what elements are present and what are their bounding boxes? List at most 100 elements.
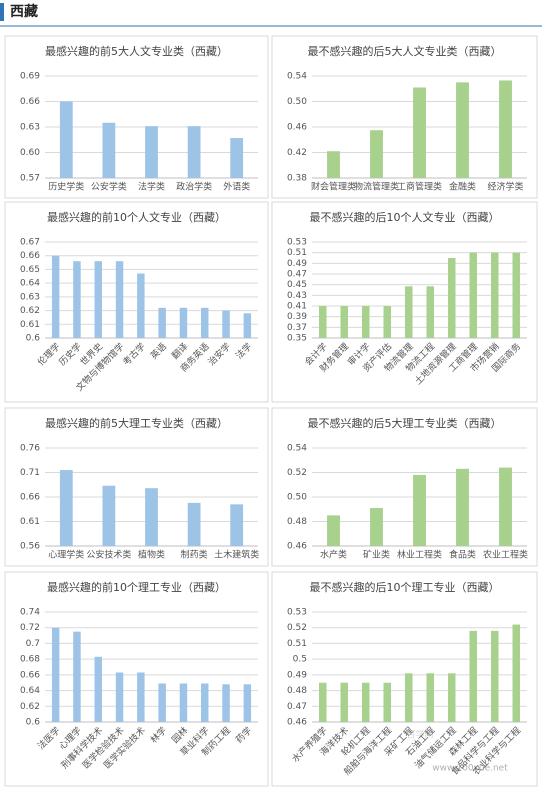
x-tick-label: 工商管理类 bbox=[397, 181, 442, 193]
bar bbox=[51, 255, 60, 338]
x-tick-label: 外语类 bbox=[223, 181, 250, 193]
y-tick-label: 0.49 bbox=[287, 670, 307, 680]
bar bbox=[469, 252, 478, 338]
chart-title: 最感兴趣的前10个人文专业（西藏） bbox=[47, 210, 226, 224]
bar bbox=[158, 683, 166, 722]
x-tick-label: 法学类 bbox=[138, 181, 165, 193]
y-tick-label: 0.54 bbox=[287, 72, 307, 82]
chart-title: 最不感兴趣的后5大人文专业类（西藏） bbox=[308, 44, 502, 58]
bar bbox=[187, 126, 201, 178]
y-tick-label: 0.72 bbox=[20, 623, 40, 633]
y-tick-label: 0.66 bbox=[20, 670, 40, 680]
chart-title: 最感兴趣的前5大理工专业类（西藏） bbox=[45, 416, 228, 430]
y-tick-label: 0.6 bbox=[26, 334, 41, 344]
x-tick-label: 历史学类 bbox=[48, 181, 84, 193]
y-tick-label: 0.66 bbox=[20, 251, 40, 261]
bar bbox=[243, 313, 252, 338]
bar bbox=[340, 306, 349, 338]
y-tick-label: 0.46 bbox=[287, 718, 307, 728]
y-tick-label: 0.69 bbox=[20, 72, 40, 82]
chart-panel bbox=[4, 201, 269, 403]
bar bbox=[426, 286, 435, 338]
bar bbox=[145, 126, 158, 178]
watermark-url: www.100xue.net bbox=[432, 764, 508, 774]
chart-title: 最感兴趣的前10个理工专业（西藏） bbox=[47, 580, 226, 594]
bar bbox=[370, 508, 383, 546]
bar bbox=[370, 130, 383, 178]
y-tick-label: 0.38 bbox=[287, 174, 307, 184]
bar bbox=[230, 504, 244, 546]
x-tick-label: 水产类 bbox=[320, 549, 347, 561]
y-tick-label: 0.57 bbox=[20, 174, 40, 184]
y-tick-label: 0.50 bbox=[287, 493, 307, 503]
y-tick-label: 0.65 bbox=[20, 265, 40, 275]
chart-title: 最不感兴趣的后5大理工专业类（西藏） bbox=[308, 416, 502, 430]
bar bbox=[201, 683, 209, 722]
bar bbox=[499, 467, 512, 546]
x-tick-label: 心理学类 bbox=[48, 549, 84, 561]
y-tick-label: 0.49 bbox=[287, 259, 307, 269]
y-tick-label: 0.48 bbox=[287, 686, 307, 696]
bar bbox=[102, 122, 116, 178]
chart-panel bbox=[271, 35, 538, 199]
bar bbox=[361, 306, 370, 338]
bar bbox=[318, 306, 327, 338]
bar bbox=[137, 273, 145, 338]
y-tick-label: 0.51 bbox=[287, 248, 307, 258]
y-tick-label: 0.60 bbox=[20, 148, 40, 158]
y-tick-label: 0.71 bbox=[20, 468, 40, 478]
y-tick-label: 0.45 bbox=[287, 280, 307, 290]
y-tick-label: 0.51 bbox=[287, 639, 307, 649]
y-tick-label: 0.52 bbox=[287, 623, 307, 633]
y-tick-label: 0.76 bbox=[20, 444, 40, 454]
y-tick-label: 0.41 bbox=[287, 302, 307, 312]
bar bbox=[115, 672, 124, 722]
y-tick-label: 0.43 bbox=[287, 291, 307, 301]
bar bbox=[426, 673, 435, 722]
y-tick-label: 0.63 bbox=[20, 123, 40, 133]
chart-panel bbox=[4, 571, 269, 787]
chart-panel bbox=[271, 571, 538, 787]
bar bbox=[447, 258, 456, 338]
y-tick-label: 0.47 bbox=[287, 270, 307, 280]
y-tick-label: 0.53 bbox=[287, 608, 307, 618]
y-tick-label: 0.48 bbox=[287, 517, 307, 527]
chart-title: 最不感兴趣的后10个理工专业（西藏） bbox=[310, 580, 500, 594]
bar bbox=[413, 87, 426, 178]
bar bbox=[201, 307, 209, 338]
x-tick-label: 农业工程类 bbox=[483, 549, 528, 561]
watermark-brand: 百学网 bbox=[406, 729, 433, 741]
x-tick-label: 金融类 bbox=[449, 181, 476, 193]
bar bbox=[179, 683, 188, 722]
bar bbox=[73, 261, 81, 338]
bar bbox=[490, 252, 499, 338]
x-tick-label: 植物类 bbox=[138, 549, 165, 561]
x-tick-label: 公安技术类 bbox=[86, 549, 131, 561]
bar bbox=[404, 673, 413, 722]
y-tick-label: 0.39 bbox=[287, 312, 307, 322]
bar bbox=[383, 682, 392, 722]
bar bbox=[327, 515, 340, 546]
chart-panel bbox=[4, 407, 269, 567]
x-tick-label: 财会管理类 bbox=[311, 181, 356, 193]
x-tick-label: 林业工程类 bbox=[397, 549, 442, 561]
y-tick-label: 0.61 bbox=[20, 320, 40, 330]
x-tick-label: 政治学类 bbox=[176, 181, 212, 193]
bar bbox=[94, 261, 102, 338]
bar bbox=[318, 682, 327, 722]
bar bbox=[404, 286, 413, 338]
header-title: 西藏 bbox=[10, 3, 38, 20]
y-tick-label: 0.62 bbox=[20, 306, 40, 316]
bar bbox=[59, 470, 73, 546]
y-tick-label: 0.50 bbox=[287, 97, 307, 107]
y-tick-label: 0.62 bbox=[20, 702, 40, 712]
bar bbox=[179, 307, 188, 338]
y-tick-label: 0.53 bbox=[287, 238, 307, 248]
y-tick-label: 0.66 bbox=[20, 493, 40, 503]
y-tick-label: 0.74 bbox=[20, 608, 40, 618]
x-tick-label: 食品类 bbox=[449, 549, 476, 561]
bar bbox=[327, 151, 340, 178]
bar bbox=[447, 673, 456, 722]
chart-title: 最不感兴趣的后10个人文专业（西藏） bbox=[310, 210, 500, 224]
